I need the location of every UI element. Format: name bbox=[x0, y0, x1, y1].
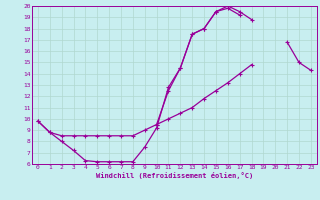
X-axis label: Windchill (Refroidissement éolien,°C): Windchill (Refroidissement éolien,°C) bbox=[96, 172, 253, 179]
